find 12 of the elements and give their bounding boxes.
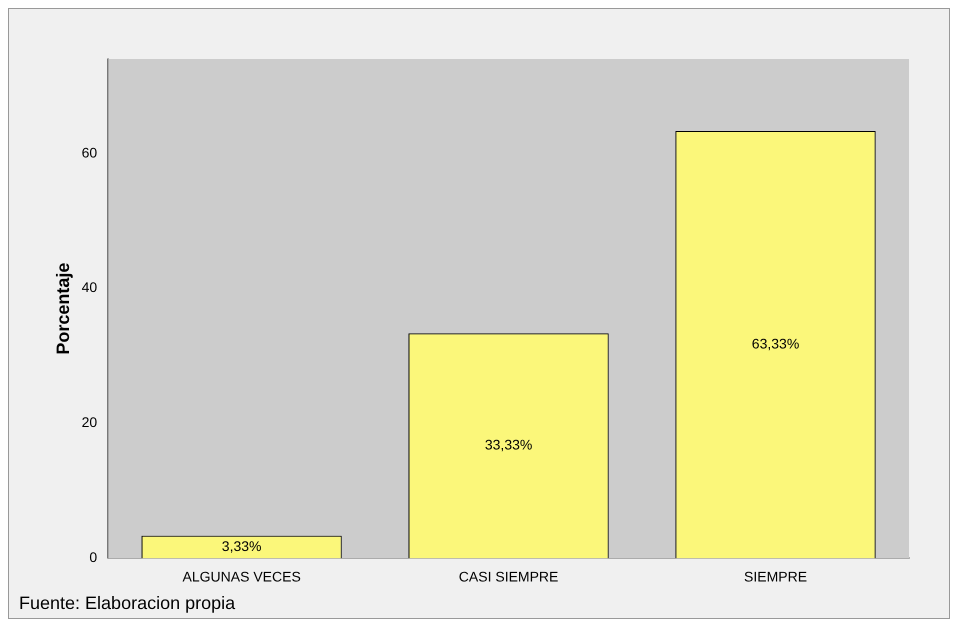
source-note: Fuente: Elaboracion propia — [18, 592, 236, 615]
y-tick-label: 40 — [82, 279, 98, 296]
y-tick-label: 20 — [82, 414, 98, 430]
y-tick-label: 60 — [82, 144, 98, 160]
y-axis-title: Porcentaje — [52, 262, 73, 355]
x-tick-label: SIEMPRE — [744, 568, 808, 584]
x-tick-label: CASI SIEMPRE — [458, 568, 558, 584]
x-tick-label: ALGUNAS VECES — [182, 568, 301, 584]
data-label: 63,33% — [752, 335, 800, 352]
y-tick-label: 0 — [89, 549, 98, 566]
data-label: 33,33% — [484, 436, 532, 453]
data-label: 3,33% — [222, 538, 262, 554]
